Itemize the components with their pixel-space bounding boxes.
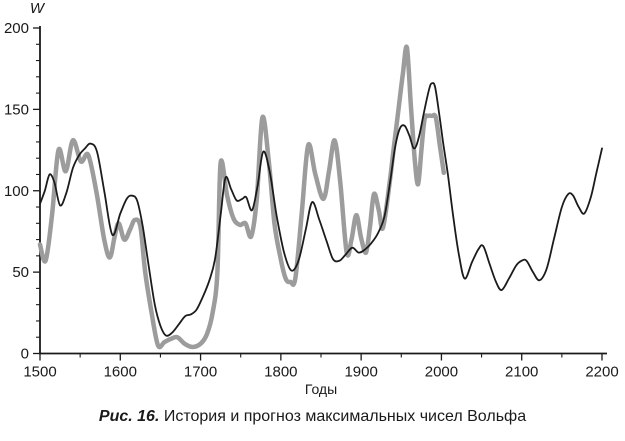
x-axis-title: Годы: [304, 381, 338, 397]
series-model-history-forecast: [39, 82, 603, 337]
series-observed-wolf-maxima: [37, 44, 447, 350]
x-tick-label: 1800: [264, 364, 297, 381]
y-tick-label: 0: [21, 346, 29, 363]
figure-caption: Рис. 16. История и прогноз максимальных …: [0, 408, 625, 426]
x-tick-label: 1500: [23, 364, 56, 381]
wolf-number-chart: 0 50 100 150 200 1500 1600 1700 1800 1900 2000 2100…: [4, 20, 619, 381]
x-tick-label: 1600: [104, 364, 137, 381]
x-tick-label: 1700: [184, 364, 217, 381]
y-tick-label: 150: [4, 101, 29, 118]
x-tick-label: 2200: [585, 364, 618, 381]
y-tick-label: 200: [4, 20, 29, 37]
x-tick-label: 1900: [344, 364, 377, 381]
x-tick-label: 2000: [425, 364, 458, 381]
y-tick-label: 100: [4, 183, 29, 200]
caption-text: История и прогноз максимальных чисел Вол…: [159, 408, 527, 425]
x-tick-label: 2100: [505, 364, 538, 381]
y-axis-title: W: [29, 0, 45, 17]
caption-label: Рис. 16.: [98, 408, 160, 425]
y-tick-label: 50: [12, 264, 29, 281]
